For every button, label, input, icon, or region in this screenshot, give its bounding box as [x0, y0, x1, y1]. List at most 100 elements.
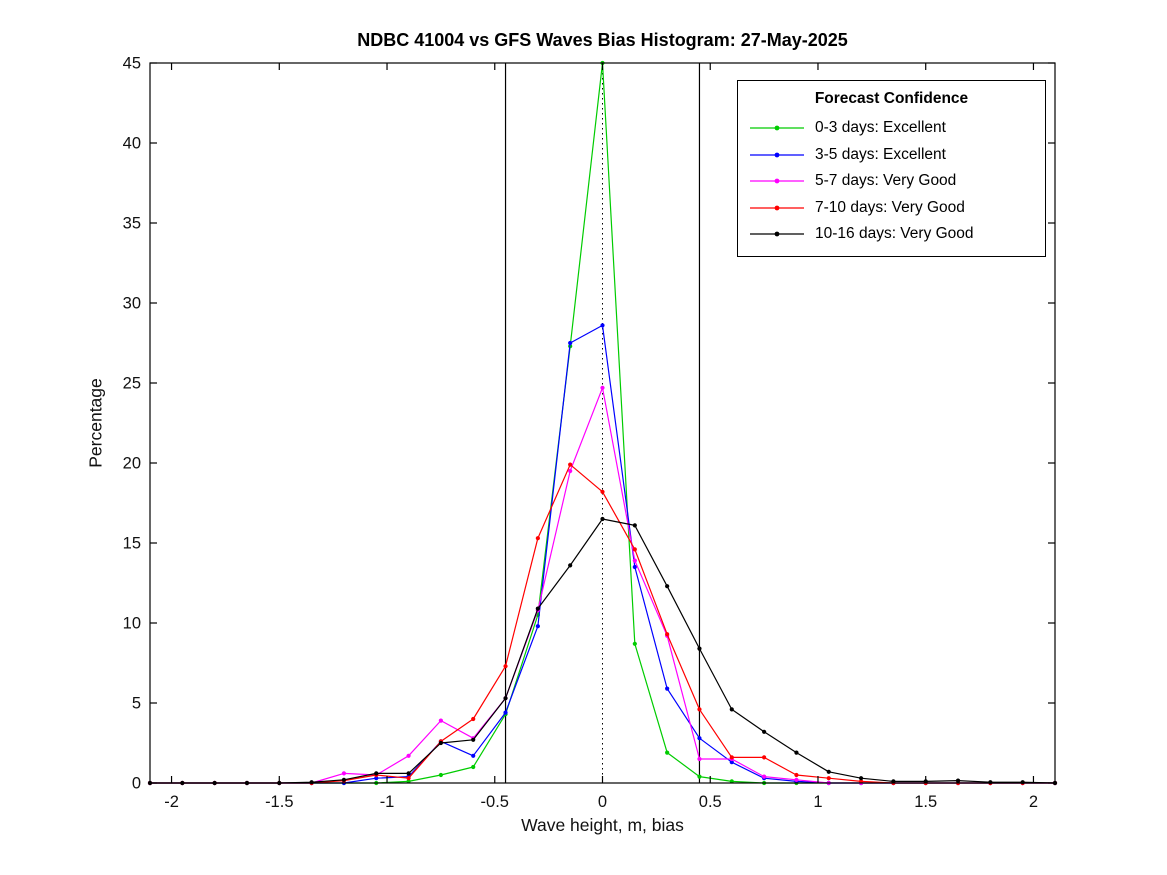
data-point: [729, 707, 734, 712]
x-tick-label: 0.5: [699, 793, 722, 811]
x-tick-label: 2: [1029, 793, 1038, 811]
data-point: [632, 564, 637, 570]
data-point: [632, 547, 637, 552]
data-point: [471, 764, 476, 770]
legend-line-sample: [750, 205, 804, 211]
legend-marker: [774, 205, 780, 211]
data-point: [1020, 780, 1025, 785]
legend-line-sample: [750, 125, 804, 131]
data-point: [471, 716, 476, 722]
x-tick-label: 1.5: [914, 793, 937, 811]
x-tick-label: 0: [598, 793, 607, 811]
y-tick-label: 10: [123, 615, 141, 633]
data-point: [600, 385, 605, 390]
data-point: [535, 606, 540, 611]
data-point: [988, 780, 993, 785]
legend-marker: [774, 125, 780, 131]
data-point: [374, 771, 379, 776]
chart-title: NDBC 41004 vs GFS Waves Bias Histogram: …: [357, 30, 848, 50]
data-point: [309, 780, 314, 785]
data-point: [568, 462, 573, 467]
data-point: [697, 774, 702, 779]
y-tick-label: 35: [123, 215, 141, 233]
data-point: [406, 753, 411, 758]
data-point: [600, 489, 605, 494]
legend-label: 3-5 days: Excellent: [815, 145, 946, 163]
y-tick-label: 40: [123, 135, 141, 153]
x-tick-label: 1: [813, 793, 822, 811]
data-point: [762, 729, 767, 734]
y-tick-label: 5: [132, 695, 141, 713]
data-point: [503, 710, 508, 715]
data-point: [826, 769, 831, 774]
data-point: [729, 755, 734, 760]
data-point: [794, 750, 799, 755]
data-point: [438, 718, 443, 723]
legend-entry: 10-16 days: Very Good: [738, 221, 1045, 248]
y-tick-label: 30: [123, 295, 141, 313]
y-tick-label: 20: [123, 455, 141, 473]
data-point: [665, 686, 670, 691]
y-tick-label: 25: [123, 375, 141, 393]
data-point: [341, 777, 347, 782]
legend-label: 5-7 days: Very Good: [815, 172, 957, 190]
x-tick-label: -0.5: [481, 793, 509, 811]
legend-label: 0-3 days: Excellent: [815, 119, 946, 137]
data-point: [632, 558, 637, 563]
data-point: [374, 776, 379, 781]
legend-label: 7-10 days: Very Good: [815, 198, 965, 216]
x-tick-label: -1: [380, 793, 395, 811]
data-point: [632, 523, 637, 528]
legend-entry: 7-10 days: Very Good: [738, 195, 1045, 222]
legend-line-sample: [750, 231, 804, 237]
data-point: [341, 771, 347, 776]
data-point: [568, 563, 573, 568]
data-point: [600, 516, 605, 522]
legend-marker: [774, 152, 780, 158]
data-point: [568, 340, 573, 346]
data-point: [471, 737, 476, 742]
legend-entry: 3-5 days: Excellent: [738, 142, 1045, 169]
data-point: [471, 753, 476, 758]
legend-title: Forecast Confidence: [814, 90, 969, 107]
data-point: [600, 323, 605, 328]
legend-line-sample: [750, 152, 804, 158]
data-point: [858, 776, 864, 781]
data-point: [794, 772, 799, 778]
x-tick-label: -2: [164, 793, 179, 811]
legend-line-sample: [750, 178, 804, 184]
x-tick-label: -1.5: [265, 793, 293, 811]
y-tick-label: 45: [123, 55, 141, 73]
data-point: [697, 646, 702, 651]
legend-entry: 5-7 days: Very Good: [738, 168, 1045, 195]
data-point: [826, 776, 831, 781]
legend-marker: [774, 231, 780, 237]
data-point: [535, 536, 540, 541]
data-point: [503, 664, 508, 669]
legend-marker: [774, 178, 780, 184]
y-tick-label: 0: [132, 775, 141, 793]
legend-entry: 0-3 days: Excellent: [738, 115, 1045, 142]
data-point: [697, 736, 702, 741]
data-point: [762, 774, 767, 779]
x-axis-label: Wave height, m, bias: [521, 815, 684, 835]
data-point: [762, 755, 767, 760]
data-point: [406, 771, 411, 776]
legend-label: 10-16 days: Very Good: [815, 225, 974, 243]
y-tick-label: 15: [123, 535, 141, 553]
data-point: [697, 756, 702, 762]
data-point: [665, 750, 670, 755]
data-point: [438, 740, 443, 746]
data-point: [632, 641, 637, 646]
data-point: [535, 624, 540, 629]
data-point: [406, 776, 411, 781]
data-point: [568, 468, 573, 474]
data-point: [665, 632, 670, 637]
legend: Forecast Confidence 0-3 days: Excellent …: [737, 80, 1046, 257]
data-point: [955, 778, 961, 783]
data-point: [697, 707, 702, 712]
data-point: [665, 584, 670, 589]
data-point: [729, 760, 734, 765]
y-axis-label: Percentage: [85, 378, 106, 468]
